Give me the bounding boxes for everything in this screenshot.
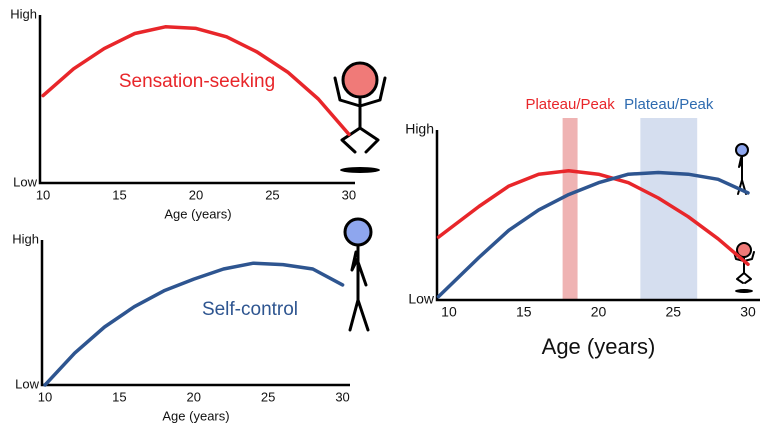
series-line (43, 261, 345, 387)
axes (40, 240, 350, 387)
series-annotation: Self-control (202, 299, 298, 320)
x-tick-label: 15 (516, 304, 532, 320)
x-tick-label: 30 (335, 389, 349, 404)
figure-excited (333, 61, 387, 173)
x-tick-label: 10 (38, 389, 52, 404)
charts: Low High 10 15 20 25 30 Age (years) Sensation-se… (10, 6, 760, 423)
x-tick-label: 15 (112, 389, 126, 404)
x-tick-label: 25 (665, 304, 681, 320)
x-axis-label: Age (years) (542, 334, 656, 359)
figure-thinking (343, 217, 373, 332)
figure-thinking-small (735, 143, 749, 195)
series-line (436, 170, 750, 299)
x-tick-label: 20 (591, 304, 607, 320)
axes (435, 130, 760, 302)
x-axis-label: Age (years) (164, 206, 231, 221)
chart-panel: Low High 10 15 20 25 30 Age (years) Sensation-se… (10, 6, 356, 221)
x-tick-label: 30 (342, 187, 356, 202)
y-tick-label: Low (13, 174, 37, 189)
y-tick-label: Low (15, 376, 39, 391)
x-tick-label: 30 (740, 304, 756, 320)
x-tick-label: 25 (261, 389, 275, 404)
y-tick-label: Low (408, 291, 435, 307)
chart-panel: Low High 10 15 20 25 30 Age (years) Self-control (12, 231, 350, 423)
band-label: Plateau/Peak (525, 96, 615, 113)
x-tick-label: 15 (112, 187, 126, 202)
plateau-band (562, 118, 578, 300)
y-tick-label: High (10, 6, 37, 21)
axes (38, 15, 355, 185)
x-axis-label: Age (years) (162, 408, 229, 423)
chart-panel: Plateau/Peak Plateau/Peak Low High 10 15 20 25 3… (405, 96, 760, 359)
band-label: Plateau/Peak (624, 96, 714, 113)
figure-excited-small (733, 242, 755, 293)
series-annotation: Sensation-seeking (119, 71, 275, 92)
y-tick-label: High (405, 121, 434, 137)
x-tick-label: 25 (265, 187, 279, 202)
x-tick-label: 10 (441, 304, 457, 320)
x-tick-label: 10 (36, 187, 50, 202)
x-tick-label: 20 (189, 187, 203, 202)
y-tick-label: High (12, 231, 39, 246)
series-line (436, 169, 750, 267)
plateau-band (640, 118, 698, 300)
x-tick-label: 20 (187, 389, 201, 404)
series-line (41, 25, 351, 137)
